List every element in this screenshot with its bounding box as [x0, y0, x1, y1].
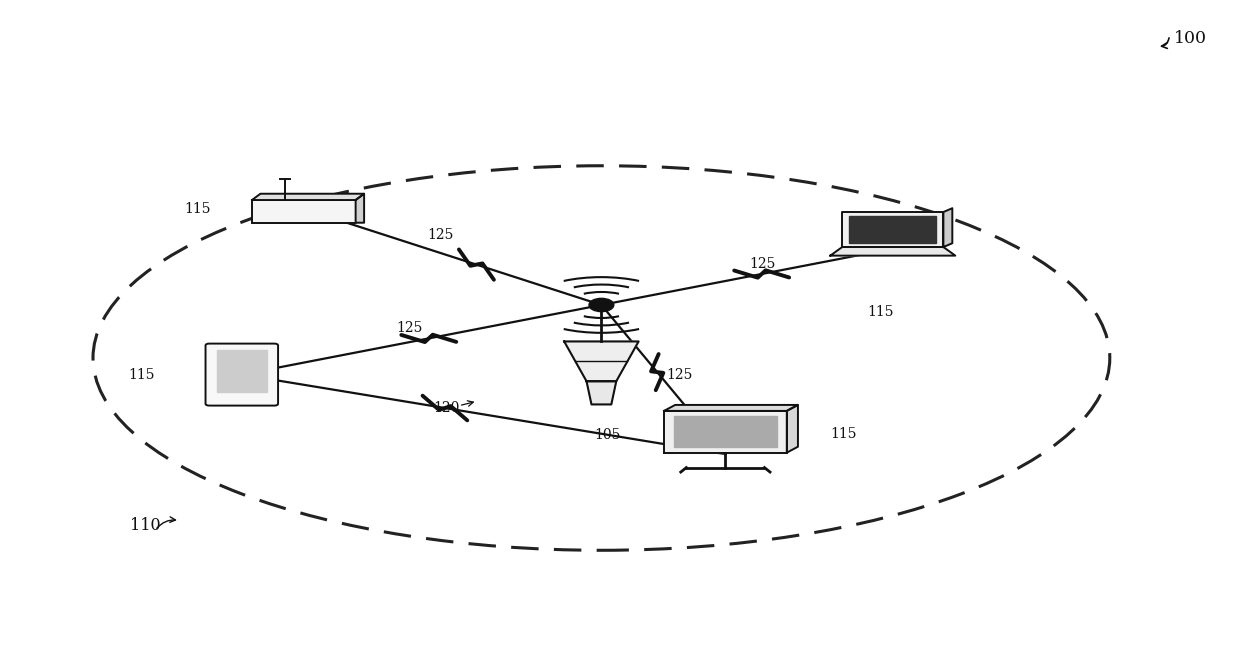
- Text: 105: 105: [594, 428, 621, 442]
- Polygon shape: [564, 341, 639, 381]
- Polygon shape: [665, 411, 786, 453]
- Text: 100: 100: [1174, 30, 1208, 47]
- Text: 115: 115: [129, 367, 155, 382]
- Polygon shape: [842, 212, 944, 247]
- Text: 115: 115: [867, 305, 894, 319]
- Polygon shape: [831, 247, 955, 256]
- Polygon shape: [786, 405, 799, 453]
- Polygon shape: [217, 350, 267, 392]
- FancyBboxPatch shape: [206, 343, 278, 406]
- Text: 110: 110: [130, 516, 161, 534]
- Polygon shape: [665, 405, 799, 411]
- Text: 120: 120: [433, 400, 460, 415]
- Text: 125: 125: [666, 367, 693, 382]
- Text: 125: 125: [396, 321, 423, 335]
- Text: 115: 115: [185, 202, 211, 216]
- Text: 125: 125: [749, 257, 776, 271]
- Polygon shape: [356, 194, 365, 223]
- Polygon shape: [944, 208, 952, 247]
- Polygon shape: [587, 381, 616, 404]
- Polygon shape: [252, 194, 365, 200]
- Bar: [252, 200, 356, 223]
- Polygon shape: [675, 416, 776, 448]
- Text: 115: 115: [831, 427, 857, 442]
- Polygon shape: [849, 216, 936, 243]
- Text: 125: 125: [427, 228, 454, 243]
- Circle shape: [589, 298, 614, 312]
